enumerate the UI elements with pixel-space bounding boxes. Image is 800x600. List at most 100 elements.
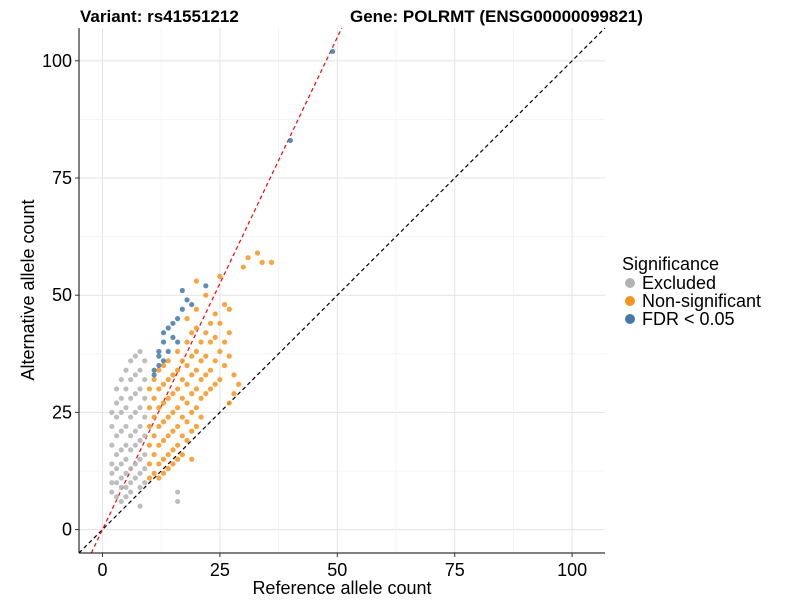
point-fdr-0-05 xyxy=(170,320,176,326)
point-excluded xyxy=(132,409,138,415)
point-non-significant xyxy=(156,405,162,411)
point-excluded xyxy=(137,423,143,430)
gene-title: Gene: POLRMT (ENSG00000099821) xyxy=(350,7,643,26)
point-non-significant xyxy=(198,414,204,420)
point-excluded xyxy=(118,395,124,401)
point-non-significant xyxy=(268,259,275,265)
y-tick-label: 50 xyxy=(52,285,72,305)
point-excluded xyxy=(109,461,115,467)
y-tick-label: 25 xyxy=(52,402,72,422)
point-non-significant xyxy=(179,433,185,439)
point-excluded xyxy=(113,400,120,406)
y-tick-label: 100 xyxy=(42,51,72,71)
point-excluded xyxy=(142,414,148,420)
point-non-significant xyxy=(184,419,190,425)
point-non-significant xyxy=(207,320,214,326)
point-fdr-0-05 xyxy=(160,330,167,336)
reference-lines xyxy=(78,27,606,554)
point-excluded xyxy=(137,456,143,462)
point-non-significant xyxy=(184,316,190,322)
point-non-significant xyxy=(170,409,176,415)
point-excluded xyxy=(123,367,129,373)
point-non-significant xyxy=(189,428,195,434)
point-non-significant xyxy=(156,423,162,430)
point-non-significant xyxy=(146,423,153,430)
point-fdr-0-05 xyxy=(179,306,185,312)
point-non-significant xyxy=(217,348,223,355)
point-non-significant xyxy=(189,391,195,397)
point-excluded xyxy=(113,466,120,472)
point-non-significant xyxy=(179,376,185,383)
point-non-significant xyxy=(156,461,162,467)
point-fdr-0-05 xyxy=(165,325,171,331)
point-non-significant xyxy=(193,278,200,284)
point-non-significant xyxy=(212,381,218,387)
x-tick-label: 100 xyxy=(557,560,587,580)
y-axis-label: Alternative allele count xyxy=(18,199,38,380)
point-non-significant xyxy=(179,414,185,420)
point-excluded xyxy=(175,489,181,495)
point-non-significant xyxy=(212,311,218,317)
point-non-significant xyxy=(198,358,204,364)
point-non-significant xyxy=(160,419,167,425)
legend-label-fdr: FDR < 0.05 xyxy=(642,309,735,329)
x-tick-label: 75 xyxy=(445,560,465,580)
point-non-significant xyxy=(193,386,200,392)
point-fdr-0-05 xyxy=(151,372,157,378)
y-tick-label: 0 xyxy=(62,520,72,540)
point-excluded xyxy=(137,405,143,411)
x-tick-label: 50 xyxy=(327,560,347,580)
legend-title: Significance xyxy=(622,254,719,274)
point-excluded xyxy=(128,489,134,495)
x-tick-labels: 0 25 50 75 100 xyxy=(97,553,587,580)
point-excluded xyxy=(128,395,134,401)
point-non-significant xyxy=(226,353,232,359)
point-excluded xyxy=(137,348,143,355)
point-excluded xyxy=(113,480,120,486)
point-non-significant xyxy=(146,461,153,467)
point-non-significant xyxy=(212,358,218,364)
point-non-significant xyxy=(160,381,167,387)
point-excluded xyxy=(109,423,115,430)
point-non-significant xyxy=(175,456,181,462)
point-excluded xyxy=(142,480,148,486)
point-non-significant xyxy=(165,395,171,401)
point-non-significant xyxy=(217,376,223,383)
point-excluded xyxy=(137,386,143,392)
point-non-significant xyxy=(226,306,232,312)
point-excluded xyxy=(113,414,120,420)
point-non-significant xyxy=(160,400,167,406)
point-non-significant xyxy=(193,325,200,331)
point-non-significant xyxy=(170,447,176,453)
point-non-significant xyxy=(151,470,157,476)
point-non-significant xyxy=(146,442,153,448)
point-excluded xyxy=(113,433,120,439)
point-non-significant xyxy=(245,255,251,261)
point-non-significant xyxy=(160,362,167,369)
point-fdr-0-05 xyxy=(175,339,181,345)
point-non-significant xyxy=(198,339,204,345)
point-non-significant xyxy=(175,348,181,355)
point-non-significant xyxy=(146,475,153,481)
point-non-significant xyxy=(165,414,171,420)
legend-swatch-non-significant xyxy=(625,296,635,306)
point-excluded xyxy=(137,503,143,509)
point-non-significant xyxy=(203,353,209,359)
point-excluded xyxy=(128,358,134,364)
point-excluded xyxy=(113,451,120,458)
legend-label-excluded: Excluded xyxy=(642,273,716,293)
point-non-significant xyxy=(184,381,190,387)
point-non-significant xyxy=(179,358,185,364)
point-non-significant xyxy=(170,372,176,378)
point-excluded xyxy=(137,470,143,476)
point-excluded xyxy=(118,484,124,490)
point-non-significant xyxy=(151,451,157,458)
y-tick-labels: 0 25 50 75 100 xyxy=(42,51,79,540)
point-excluded xyxy=(118,475,124,481)
x-axis-label: Reference allele count xyxy=(252,578,431,598)
point-non-significant xyxy=(203,330,209,336)
point-excluded xyxy=(118,409,124,415)
point-non-significant xyxy=(179,395,185,401)
point-non-significant xyxy=(175,367,181,373)
